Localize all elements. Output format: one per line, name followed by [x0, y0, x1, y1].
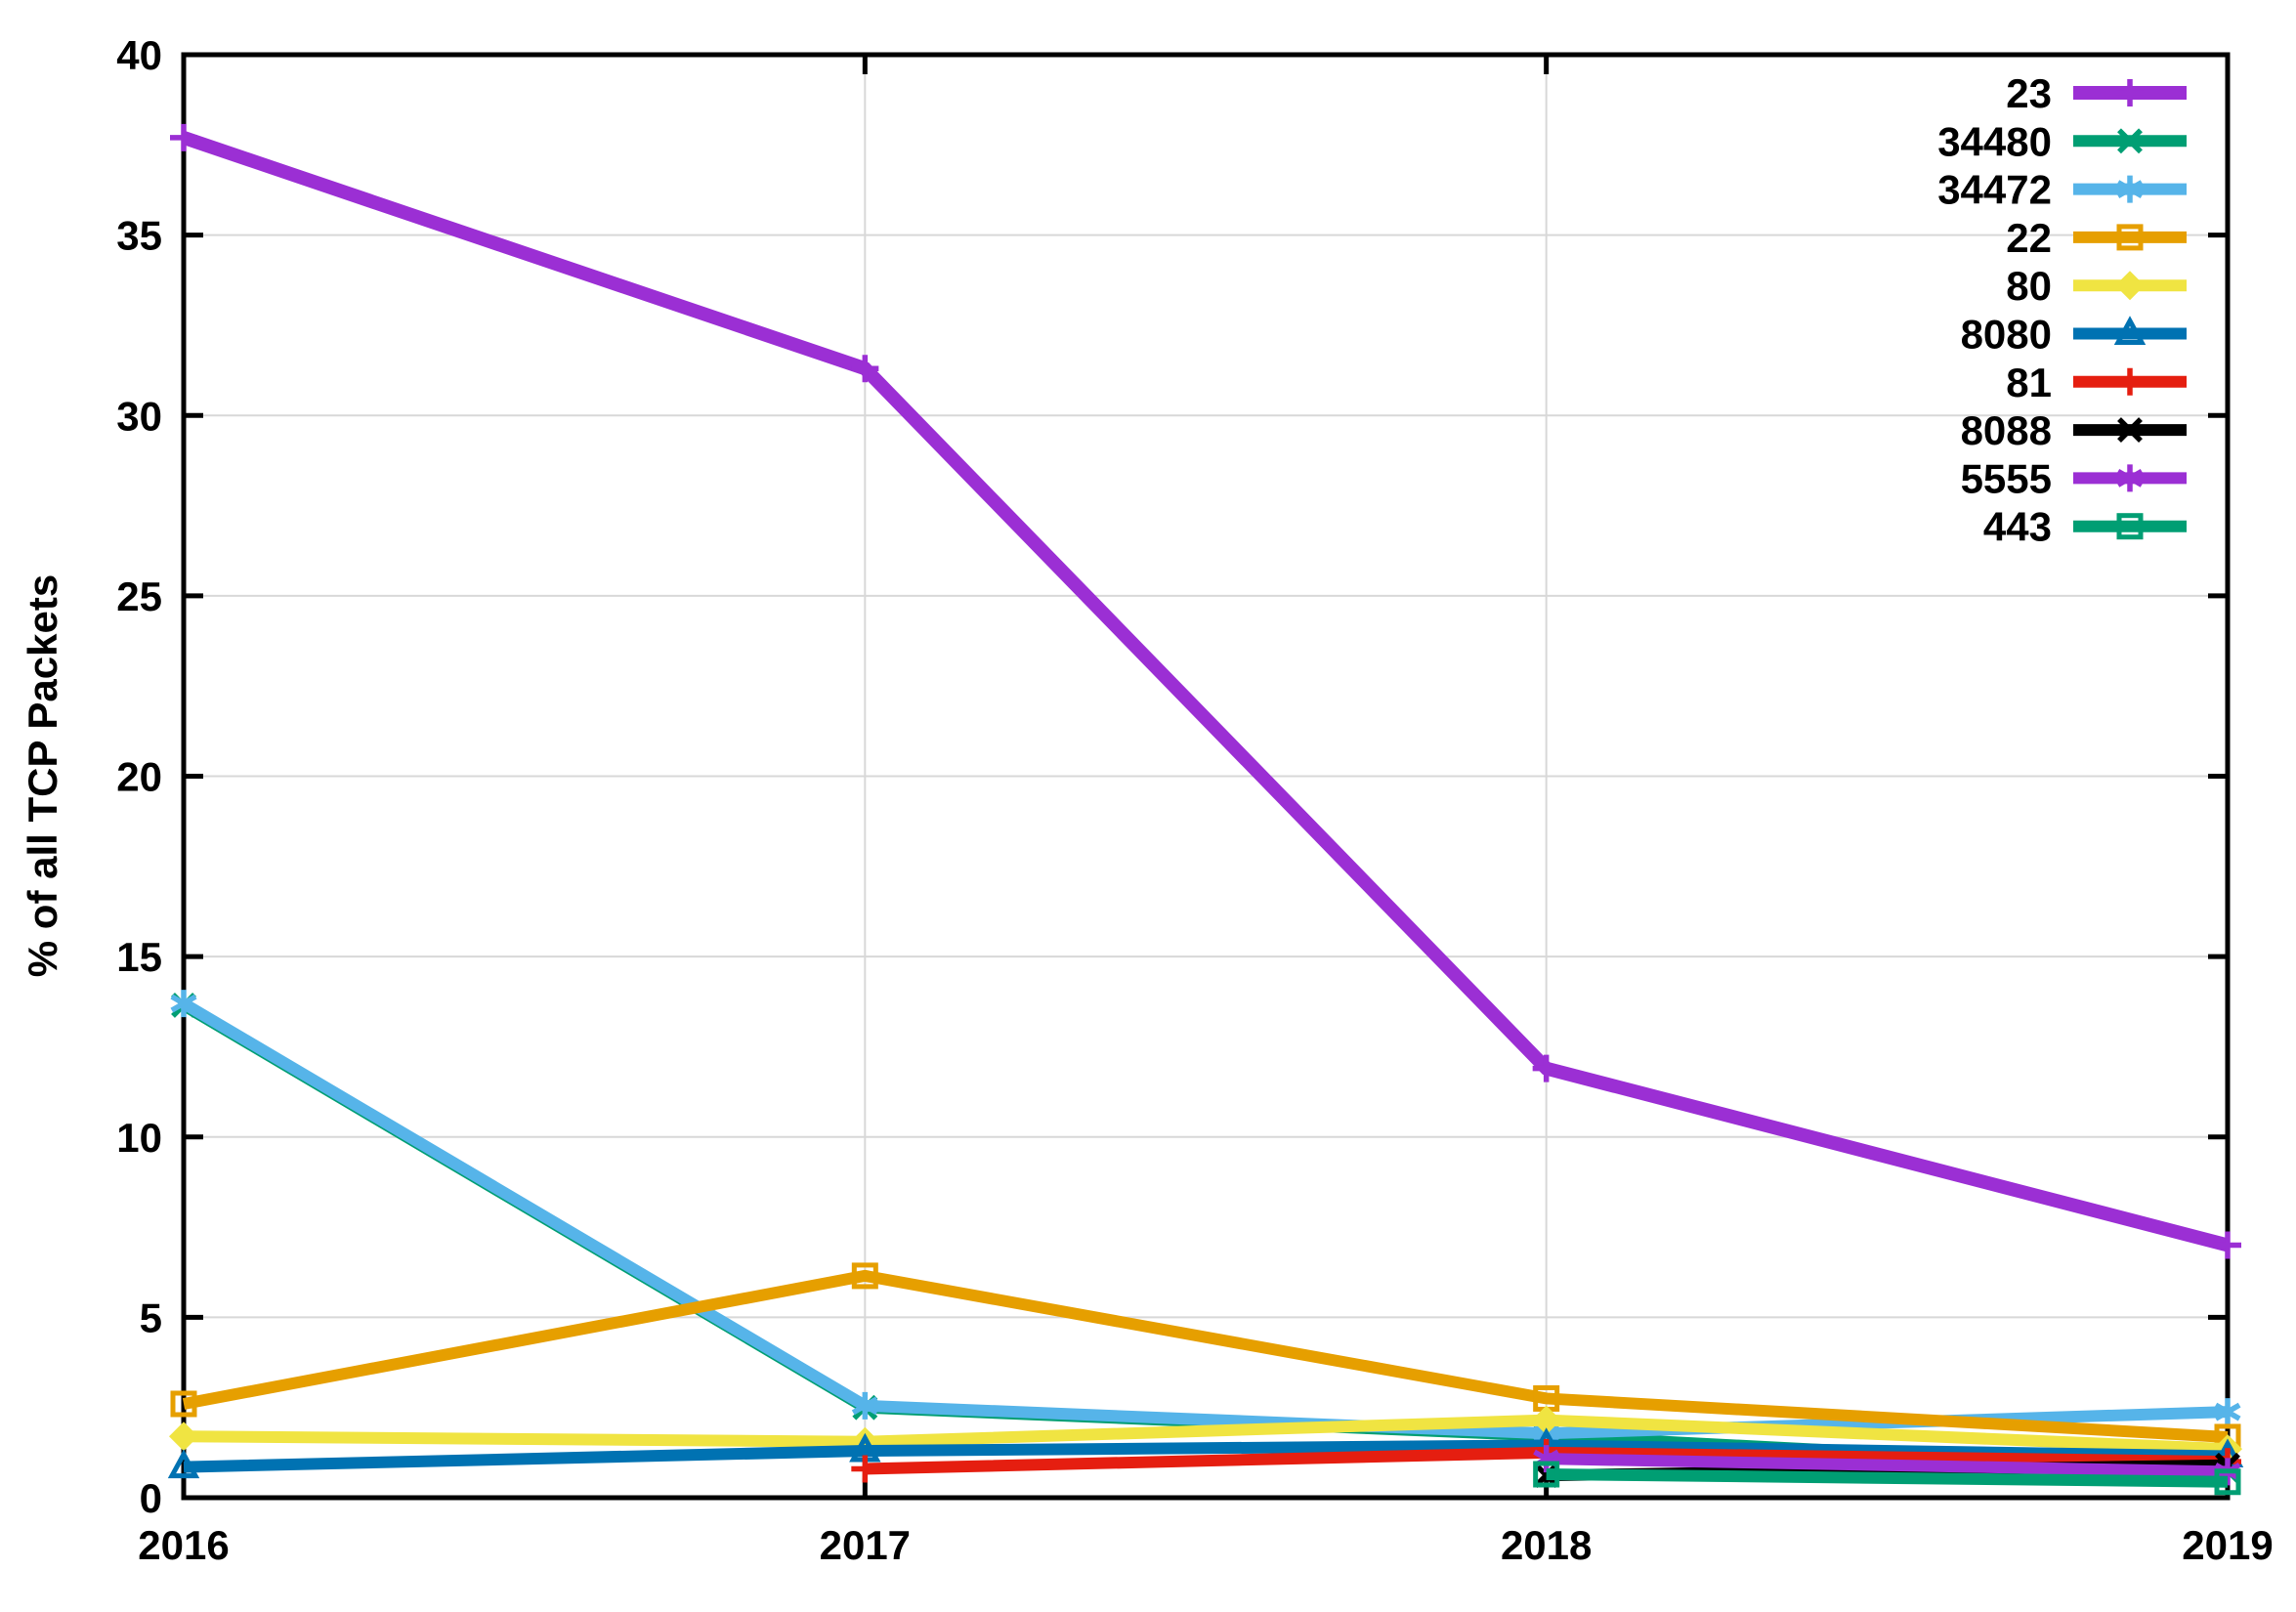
series-22 — [170, 1262, 2241, 1451]
series-marker-443 — [1533, 1461, 1560, 1488]
y-tick-label: 40 — [116, 32, 162, 78]
series-marker-22 — [170, 1390, 197, 1418]
y-tick-label: 35 — [116, 213, 162, 259]
tick-labels: 0 5 10 15 20 25 30 35 40 2016 2017 2018 2019 — [116, 32, 2273, 1568]
series-line-8080 — [183, 1439, 2229, 1473]
legend-marker — [2117, 128, 2143, 154]
legend-label: 34472 — [1937, 167, 2052, 213]
legend-marker — [2116, 464, 2144, 492]
y-tick-label: 10 — [116, 1115, 162, 1161]
y-tick-label: 25 — [116, 573, 162, 619]
series-line-34480 — [180, 999, 2229, 1477]
y-axis-title: % of all TCP Packets — [20, 574, 65, 977]
legend-label: 8080 — [1961, 312, 2052, 358]
legend-label: 80 — [2006, 263, 2052, 309]
axes — [181, 52, 2231, 1501]
legend-item-8080: 8080 — [1961, 312, 2187, 358]
series-marker-22 — [851, 1262, 878, 1290]
series-line-22 — [182, 1269, 2229, 1443]
series-marker-8080 — [167, 1449, 200, 1479]
x-tick-label: 2016 — [138, 1522, 229, 1568]
legend-item-8088: 8088 — [1961, 407, 2187, 453]
legend-item-23: 23 — [2006, 70, 2187, 116]
legend-label: 8088 — [1961, 407, 2052, 453]
legend-item-34480: 34480 — [1937, 118, 2187, 164]
series-34480 — [171, 993, 2240, 1484]
series-line-443 — [1546, 1467, 2229, 1488]
y-tick-label: 0 — [140, 1475, 162, 1521]
y-tick-label: 15 — [116, 934, 162, 980]
series-marker-23 — [170, 123, 197, 151]
y-tick-label: 20 — [116, 754, 162, 800]
legend-label: 23 — [2006, 70, 2052, 116]
y-tick-label: 30 — [116, 393, 162, 439]
series-marker-34472 — [851, 1391, 878, 1420]
series-line-80 — [183, 1414, 2229, 1456]
gridlines — [184, 55, 2228, 1498]
legend-item-5555: 5555 — [1961, 455, 2187, 501]
series-line-5555 — [1546, 1453, 2229, 1478]
series-23 — [170, 123, 2241, 1259]
legend-label: 443 — [1983, 504, 2052, 550]
legend-marker — [2115, 271, 2145, 301]
legend-marker — [2116, 175, 2144, 203]
legend-marker — [2116, 513, 2144, 540]
legend-item-80: 80 — [2006, 263, 2187, 309]
series-line-23 — [181, 131, 2230, 1252]
legend-item-443: 443 — [1983, 504, 2187, 550]
series-34472 — [170, 990, 2241, 1448]
legend-marker — [2116, 79, 2144, 106]
series-line-34472 — [180, 997, 2229, 1440]
series-443 — [1533, 1461, 2241, 1496]
legend-label: 81 — [2006, 360, 2052, 405]
legend-marker — [2116, 367, 2144, 396]
legend-item-81: 81 — [2006, 360, 2187, 405]
legend-marker — [2113, 316, 2147, 345]
series-marker-34472 — [170, 990, 197, 1018]
legend-item-34472: 34472 — [1937, 167, 2187, 213]
series-marker-23 — [851, 355, 879, 383]
legend-marker — [2116, 224, 2144, 251]
x-tick-label: 2017 — [820, 1522, 911, 1568]
series-marker-34472 — [2214, 1398, 2241, 1426]
y-tick-label: 5 — [140, 1294, 162, 1340]
series-marker-23 — [1532, 1054, 1560, 1082]
x-tick-label: 2019 — [2182, 1522, 2273, 1568]
series-marker-80 — [169, 1421, 198, 1452]
series-marker-443 — [2214, 1468, 2241, 1496]
series-marker-23 — [2214, 1231, 2241, 1259]
legend-item-22: 22 — [2006, 215, 2187, 261]
legend-label: 22 — [2006, 215, 2052, 261]
x-tick-label: 2018 — [1501, 1522, 1592, 1568]
legend-marker — [2117, 417, 2143, 444]
series-marker-81 — [851, 1455, 879, 1483]
legend-label: 34480 — [1937, 118, 2052, 164]
series-marker-80 — [1531, 1405, 1561, 1435]
legend-label: 5555 — [1961, 455, 2052, 501]
